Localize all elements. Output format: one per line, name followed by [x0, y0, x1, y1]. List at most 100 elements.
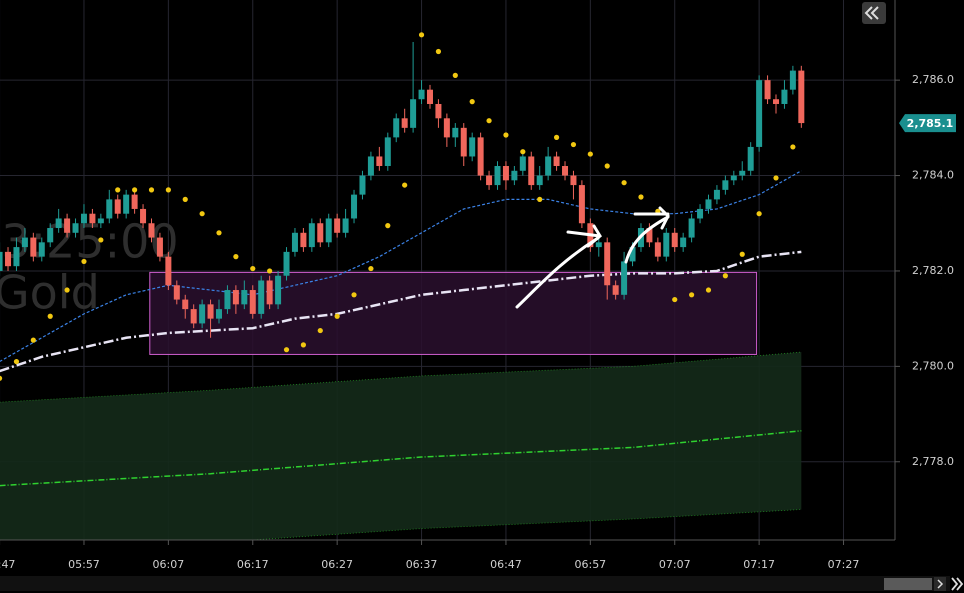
candle-body [443, 118, 450, 138]
candle-body [384, 137, 391, 167]
candle-body [469, 137, 476, 157]
jump-end-button[interactable] [951, 577, 964, 591]
sar-dot [790, 144, 796, 150]
candle-body [0, 251, 3, 271]
sar-dot [250, 265, 256, 272]
candle-body [173, 285, 180, 300]
candle-body [325, 218, 332, 243]
candle-body [426, 89, 433, 104]
candle-body [106, 199, 113, 219]
x-tick-label: 06:27 [321, 558, 353, 571]
arrow-icon [937, 579, 944, 589]
candle-body [300, 232, 307, 248]
button-bg[interactable] [862, 2, 886, 24]
candle-body [460, 127, 467, 157]
sar-dot [587, 151, 593, 157]
candle-body [199, 304, 206, 324]
candle-body [671, 232, 678, 248]
candle-body [705, 199, 712, 209]
candle-body [595, 242, 602, 248]
sar-dot [385, 223, 391, 229]
envelope-edge [246, 509, 802, 540]
candle-body [553, 156, 560, 167]
candle-body [502, 166, 509, 181]
envelope-fill [0, 352, 802, 540]
candle-body [401, 118, 408, 128]
last-price-label: 2,785.1 [907, 117, 954, 130]
candle-body [64, 218, 71, 233]
candle-body [38, 242, 45, 257]
candle-body [756, 80, 763, 147]
drawn-arrows [515, 206, 670, 309]
candle-body [359, 175, 366, 195]
y-tick-label: 2,782.0 [912, 264, 954, 277]
x-tick-label: 06:37 [406, 558, 438, 571]
sar-dot [537, 196, 543, 202]
candle-body [435, 103, 442, 119]
candle-body [663, 232, 670, 257]
sar-dot [486, 118, 492, 124]
candle-body [190, 309, 197, 324]
candle-body [275, 275, 282, 305]
candle-body [224, 290, 231, 310]
candle-body [545, 156, 552, 176]
sar-dot [351, 292, 357, 298]
scrollbar[interactable] [0, 576, 964, 591]
candle-body [393, 118, 400, 138]
candle-body [140, 208, 147, 224]
x-tick-label: 07:17 [743, 558, 775, 571]
candle-body [156, 237, 163, 257]
candle-body [291, 232, 298, 252]
sar-dot [435, 48, 442, 55]
candle-body [308, 223, 315, 248]
watermark-symbol: Gold [0, 266, 100, 320]
zone-rect [149, 271, 758, 355]
sar-dot [368, 265, 374, 272]
candle-body [317, 223, 324, 243]
sar-dot [469, 99, 475, 105]
candle-body [646, 228, 653, 243]
scroll-thumb[interactable] [884, 578, 932, 590]
candle-body [30, 237, 37, 257]
candle-body [773, 99, 780, 104]
sar-dot [621, 180, 627, 186]
candle-body [747, 146, 754, 171]
candle-body [781, 89, 788, 104]
x-tick-label: 06:57 [574, 558, 606, 571]
sar-dot [115, 187, 121, 193]
sar-dot [267, 268, 273, 274]
sar-dot [0, 375, 3, 381]
candle-body [680, 237, 687, 248]
candle-body [80, 213, 87, 224]
sar-dot [553, 134, 560, 140]
candle-body [739, 170, 746, 176]
candle-body [798, 70, 805, 124]
sar-dot [165, 187, 171, 193]
x-tick-label: 06:47 [490, 558, 522, 571]
arrow-head [566, 224, 602, 248]
candle-body [55, 218, 62, 229]
candle-body [351, 194, 358, 219]
collapse-button[interactable] [862, 2, 886, 24]
x-tick-label: 06:07 [153, 558, 185, 571]
sar-dot [30, 337, 36, 343]
candle-body [131, 194, 138, 209]
candle-body [249, 290, 256, 314]
candle-body [376, 156, 383, 167]
candle-body [342, 218, 349, 233]
sar-dot [148, 187, 155, 193]
y-tick-label: 2,784.0 [912, 169, 954, 182]
candle-body [688, 218, 695, 238]
sar-dot [199, 211, 205, 217]
scroll-right-button[interactable] [934, 577, 946, 591]
sar-dot [64, 287, 70, 293]
candle-body [148, 223, 155, 238]
candle-body [266, 280, 273, 305]
candle-body [283, 251, 290, 276]
sar-dot [773, 175, 779, 181]
candle-body [207, 304, 214, 319]
sar-dot [216, 230, 222, 236]
candle-body [486, 175, 493, 186]
y-tick-label: 2,778.0 [912, 455, 954, 468]
